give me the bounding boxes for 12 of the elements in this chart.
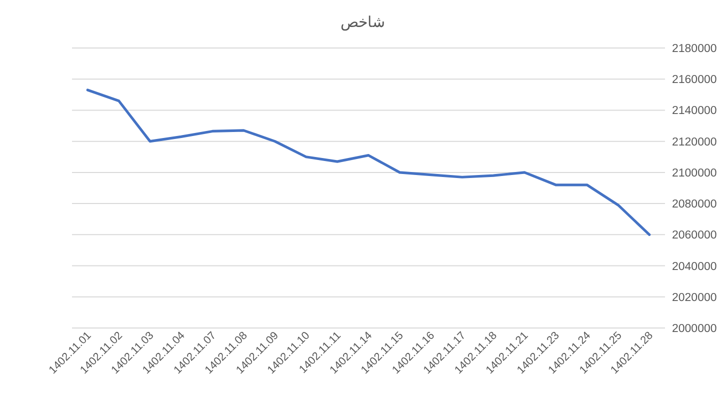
y-tick-label: 2000000 — [672, 323, 717, 335]
y-tick-label: 2160000 — [672, 74, 717, 86]
line-series — [86, 88, 651, 236]
chart-title: شاخص — [340, 14, 386, 31]
y-tick-label: 2100000 — [672, 167, 717, 180]
y-tick-label: 2040000 — [672, 260, 717, 273]
y-tick-label: 2020000 — [672, 292, 717, 304]
y-tick-label: 2060000 — [672, 230, 717, 242]
y-tick-label: 2080000 — [672, 198, 717, 211]
y-tick-label: 2140000 — [672, 105, 717, 118]
y-tick-label: 2180000 — [672, 43, 717, 55]
y-tick-label: 2120000 — [672, 136, 717, 148]
